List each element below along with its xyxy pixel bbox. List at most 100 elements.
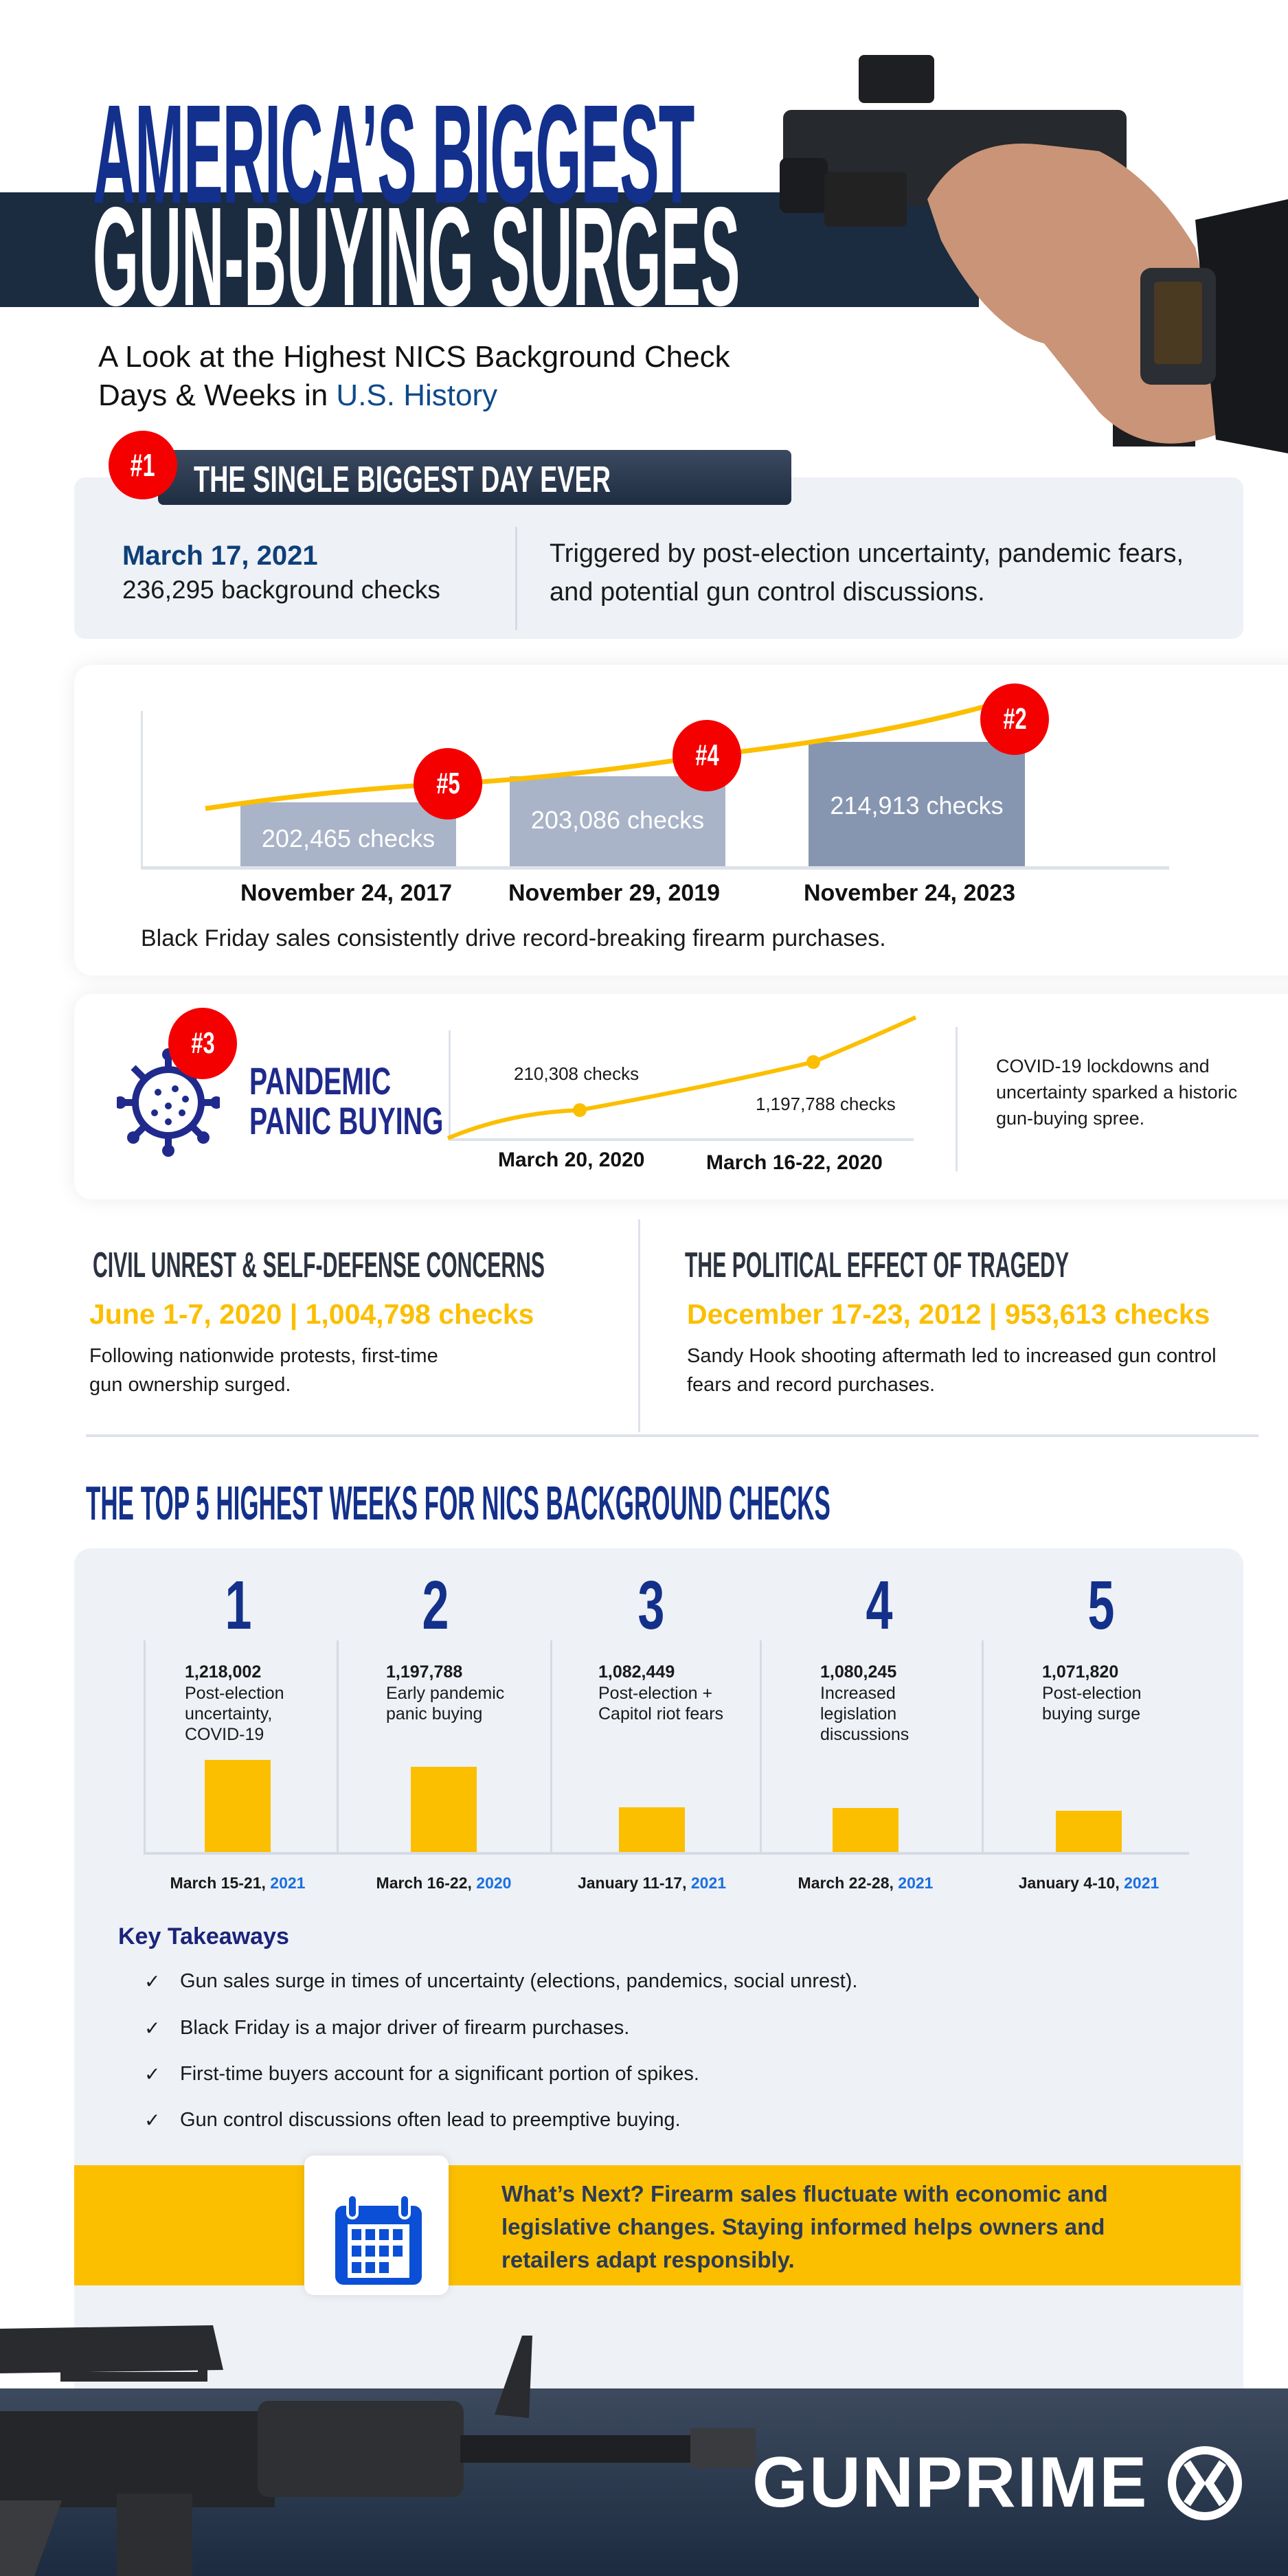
rifle-image bbox=[0, 2325, 756, 2576]
date-2019: November 29, 2019 bbox=[508, 880, 721, 906]
week-checks: 1,071,820 bbox=[1042, 1662, 1119, 1682]
brand-logo-text: GUNPRIME bbox=[752, 2443, 1149, 2522]
biggest-day-card: March 17, 2021 236,295 background checks… bbox=[74, 477, 1243, 639]
bar-2019-label: 203,086 checks bbox=[530, 806, 705, 834]
takeaway-item: First-time buyers account for a signific… bbox=[180, 2063, 699, 2085]
week-description: Increased legislation discussions bbox=[820, 1684, 909, 1744]
rank-badge-4: #4 bbox=[673, 720, 741, 791]
week-date-range: March 15-21, bbox=[170, 1874, 271, 1892]
check-icon: ✓ bbox=[144, 2110, 161, 2131]
rank-badge-3: #3 bbox=[168, 1008, 237, 1079]
rank-number: 5 bbox=[1087, 1567, 1115, 1644]
point1-label: 210,308 checks bbox=[514, 1063, 640, 1084]
check-icon: ✓ bbox=[144, 2064, 161, 2085]
calendar-icon-box bbox=[304, 2156, 449, 2295]
pandemic-title-line-2: PANIC BUYING bbox=[249, 1099, 444, 1142]
top5-baseline bbox=[144, 1852, 1189, 1855]
pandemic-card bbox=[74, 994, 1288, 1199]
whats-next-banner bbox=[74, 2165, 1241, 2285]
rank-badge-1: #1 bbox=[109, 431, 177, 499]
week-date: March 22-28, 2021 bbox=[776, 1874, 955, 1893]
point1-date: March 20, 2020 bbox=[498, 1149, 645, 1171]
week-date-range: January 4-10, bbox=[1018, 1874, 1125, 1892]
chart-baseline bbox=[141, 866, 1169, 870]
week-checks: 1,218,002 bbox=[185, 1662, 262, 1682]
section-divider bbox=[86, 1434, 1258, 1437]
bar-2019: 203,086 checks bbox=[510, 776, 725, 866]
week-date-range: March 16-22, bbox=[376, 1874, 477, 1892]
point-march-20 bbox=[573, 1103, 587, 1117]
rank-number: 4 bbox=[866, 1567, 893, 1644]
title-line-2: GUN-BUYING SURGES bbox=[93, 178, 741, 335]
pandemic-baseline bbox=[449, 1138, 914, 1141]
pistol-hand-image bbox=[780, 55, 1288, 453]
pandemic-y-axis bbox=[449, 1030, 451, 1140]
week-checks: 1,082,449 bbox=[598, 1662, 675, 1682]
week-bar bbox=[205, 1760, 271, 1853]
top5-panel bbox=[74, 1548, 1243, 2441]
week-date-range: January 11-17, bbox=[577, 1874, 691, 1892]
divider bbox=[638, 1219, 640, 1432]
takeaways-title: Key Takeaways bbox=[118, 1923, 289, 1950]
subtitle-highlight: U.S. History bbox=[336, 379, 498, 412]
biggest-day-heading: THE SINGLE BIGGEST DAY EVER bbox=[194, 459, 611, 500]
tragedy-heading: THE POLITICAL EFFECT OF TRAGEDY bbox=[685, 1245, 1070, 1285]
week-checks: 1,080,245 bbox=[820, 1662, 897, 1682]
week-description: Post-election + Capitol riot fears bbox=[598, 1684, 724, 1724]
bar-2017: 202,465 checks bbox=[240, 802, 456, 866]
week-date: January 11-17, 2021 bbox=[563, 1874, 741, 1893]
pandemic-trend-line bbox=[447, 1015, 917, 1140]
column-divider bbox=[144, 1640, 146, 1853]
week-year: 2021 bbox=[1124, 1874, 1160, 1892]
week-year: 2021 bbox=[898, 1874, 934, 1892]
week-bar bbox=[833, 1807, 899, 1853]
date-2017: November 24, 2017 bbox=[240, 880, 453, 906]
bar-2017-label: 202,465 checks bbox=[261, 824, 436, 852]
black-friday-caption: Black Friday sales consistently drive re… bbox=[141, 925, 886, 951]
divider bbox=[515, 527, 517, 630]
tragedy-stat: December 17-23, 2012 | 953,613 checks bbox=[687, 1298, 1210, 1330]
week-description: Post-election buying surge bbox=[1042, 1684, 1142, 1724]
column-divider bbox=[550, 1640, 552, 1853]
title-line-1: AMERICA’S BIGGEST bbox=[93, 76, 694, 233]
pandemic-title: PANDEMIC PANIC BUYING bbox=[249, 1061, 443, 1141]
crosshair-logo-icon bbox=[1168, 2446, 1242, 2520]
rank-number: 2 bbox=[422, 1567, 449, 1644]
rank-number: 1 bbox=[225, 1567, 252, 1644]
civil-unrest-stat: June 1-7, 2020 | 1,004,798 checks bbox=[89, 1298, 534, 1330]
trend-line bbox=[205, 695, 1016, 811]
check-icon: ✓ bbox=[144, 2018, 161, 2039]
biggest-day-checks: 236,295 background checks bbox=[122, 576, 440, 604]
subtitle-line-2: Days & Weeks in bbox=[98, 379, 337, 412]
biggest-day-date: March 17, 2021 bbox=[122, 541, 318, 571]
pandemic-description: COVID-19 lockdowns and uncertainty spark… bbox=[996, 1056, 1238, 1129]
week-description: Early pandemic panic buying bbox=[386, 1684, 505, 1724]
week-date: March 16-22, 2020 bbox=[354, 1874, 533, 1893]
takeaway-item: Gun sales surge in times of uncertainty … bbox=[180, 1970, 858, 1992]
takeaway-item: Gun control discussions often lead to pr… bbox=[180, 2109, 681, 2131]
week-bar bbox=[1056, 1811, 1122, 1853]
column-divider bbox=[982, 1640, 984, 1853]
civil-unrest-description: Following nationwide protests, first-tim… bbox=[89, 1345, 438, 1396]
top5-title: THE TOP 5 HIGHEST WEEKS FOR NICS BACKGRO… bbox=[86, 1476, 831, 1530]
takeaway-item: Black Friday is a major driver of firear… bbox=[180, 2017, 630, 2039]
rank-badge-2: #2 bbox=[980, 683, 1049, 755]
bar-2023-label: 214,913 checks bbox=[830, 791, 1004, 820]
subtitle-line-1: A Look at the Highest NICS Background Ch… bbox=[98, 340, 730, 374]
column-divider bbox=[337, 1640, 339, 1853]
chart-y-axis bbox=[141, 711, 143, 869]
week-description: Post-election uncertainty, COVID-19 bbox=[185, 1684, 284, 1744]
divider bbox=[956, 1027, 958, 1171]
rank-number: 3 bbox=[637, 1567, 665, 1644]
civil-unrest-heading: CIVIL UNREST & SELF-DEFENSE CONCERNS bbox=[93, 1245, 545, 1285]
week-year: 2021 bbox=[690, 1874, 727, 1892]
point2-date: March 16-22, 2020 bbox=[706, 1151, 883, 1174]
pandemic-title-line-1: PANDEMIC bbox=[249, 1059, 392, 1103]
week-date-range: March 22-28, bbox=[798, 1874, 899, 1892]
calendar-icon bbox=[335, 2193, 422, 2285]
week-bar bbox=[619, 1807, 685, 1853]
bar-2023: 214,913 checks bbox=[809, 742, 1025, 866]
week-date: January 4-10, 2021 bbox=[999, 1874, 1178, 1893]
rank-badge-5: #5 bbox=[414, 748, 482, 820]
tragedy-description: Sandy Hook shooting aftermath led to inc… bbox=[687, 1345, 1217, 1396]
